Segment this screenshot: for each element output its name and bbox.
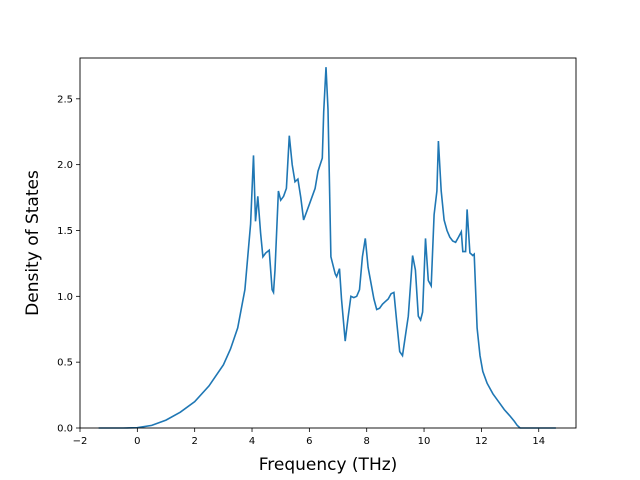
x-tick-label: 14 [532, 436, 545, 447]
x-axis-ticks: −2 0 2 4 6 8 10 12 14 [73, 428, 545, 447]
y-tick-label: 2.5 [57, 94, 73, 105]
x-tick-label: −2 [73, 436, 88, 447]
dos-series-line [98, 67, 556, 429]
y-tick-label: 1.0 [57, 292, 73, 303]
y-tick-label: 0.0 [57, 424, 73, 435]
x-tick-label: 6 [306, 436, 312, 447]
x-tick-label: 4 [249, 436, 255, 447]
y-tick-label: 1.5 [57, 226, 73, 237]
x-tick-label: 10 [418, 436, 431, 447]
x-tick-label: 12 [475, 436, 488, 447]
y-axis-label: Density of States [23, 170, 43, 316]
plot-frame [79, 57, 577, 429]
x-tick-label: 0 [134, 436, 140, 447]
x-tick-label: 8 [364, 436, 370, 447]
x-axis-label: Frequency (THz) [259, 455, 398, 475]
x-tick-label: 2 [191, 436, 197, 447]
y-tick-label: 0.5 [57, 358, 73, 369]
y-axis-ticks: 0.0 0.5 1.0 1.5 2.0 2.5 [57, 94, 80, 435]
y-tick-label: 2.0 [57, 160, 73, 171]
